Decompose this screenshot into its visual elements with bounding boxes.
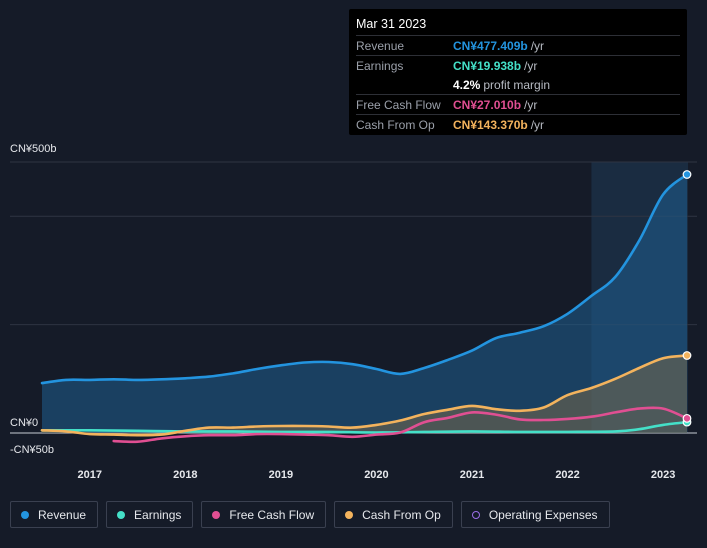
- legend-item-operating-expenses[interactable]: Operating Expenses: [460, 501, 610, 528]
- tooltip-row: Free Cash Flow CN¥27.010b/yr: [356, 94, 680, 114]
- legend-dot-icon: [471, 510, 480, 519]
- x-tick-label: 2020: [364, 469, 388, 481]
- revenue-endpoint: [682, 170, 692, 179]
- x-tick-label: 2023: [651, 469, 675, 481]
- legend-item-earnings[interactable]: Earnings: [106, 501, 194, 528]
- legend-item-cash-from-op[interactable]: Cash From Op: [334, 501, 453, 528]
- legend-dot-icon: [212, 510, 221, 519]
- tooltip-row: Cash From Op CN¥143.370b/yr: [356, 114, 680, 134]
- tooltip-row-key: Earnings: [356, 58, 404, 73]
- tooltip-row-key: Revenue: [356, 38, 405, 53]
- y-tick-label: CN¥500b: [10, 143, 56, 155]
- revenue-area: [42, 174, 687, 433]
- tooltip-row-value: CN¥143.370b: [453, 117, 528, 132]
- legend-label: Earnings: [134, 507, 182, 522]
- tooltip-row: 4.2% profit margin: [356, 75, 680, 94]
- legend-dot-icon: [117, 510, 126, 519]
- x-tick-label: 2021: [460, 469, 484, 481]
- x-tick-label: 2018: [173, 469, 197, 481]
- tooltip-row-key: Cash From Op: [356, 117, 435, 132]
- cash-from-op-area: [42, 355, 687, 436]
- tooltip-row-unit: /yr: [524, 97, 538, 112]
- x-tick-label: 2017: [78, 469, 102, 481]
- tooltip-row-value: 4.2%: [453, 77, 481, 92]
- x-tick-label: 2019: [269, 469, 293, 481]
- legend-label: Revenue: [38, 507, 87, 522]
- tooltip-row-unit: /yr: [530, 38, 545, 53]
- tooltip-row-value: CN¥27.010b: [453, 97, 522, 112]
- legend-item-free-cash-flow[interactable]: Free Cash Flow: [201, 501, 327, 528]
- tooltip-row-key: Free Cash Flow: [356, 97, 441, 112]
- tooltip-row-unit: /yr: [530, 117, 545, 132]
- cash-from-op-line: [40, 354, 689, 437]
- legend-dot-icon: [21, 510, 29, 519]
- free-cash-flow-line: [112, 406, 689, 444]
- legend-dot-icon: [345, 510, 354, 519]
- y-tick-label: -CN¥50b: [10, 444, 54, 456]
- tooltip-row-value: CN¥477.409b: [453, 38, 528, 53]
- tooltip-row: Revenue CN¥477.409b/yr: [356, 35, 680, 55]
- legend-label: Operating Expenses: [488, 507, 598, 522]
- tooltip-row-unit: profit margin: [483, 77, 551, 92]
- y-tick-label: CN¥0: [10, 417, 38, 429]
- tooltip-row: Earnings CN¥19.938b/yr: [356, 55, 680, 75]
- tooltip-row-value: CN¥19.938b: [453, 58, 522, 73]
- tooltip-row-unit: /yr: [524, 58, 538, 73]
- legend-label: Cash From Op: [362, 507, 441, 522]
- chart-legend: Revenue Earnings Free Cash Flow Cash From O…: [10, 501, 610, 528]
- free-cash-flow-endpoint: [682, 413, 692, 423]
- legend-item-revenue[interactable]: Revenue: [10, 501, 99, 528]
- revenue-line: [40, 173, 689, 385]
- cash-from-op-endpoint: [682, 351, 692, 360]
- x-tick-label: 2022: [555, 469, 579, 481]
- tooltip-date: Mar 31 2023: [356, 17, 427, 31]
- data-tooltip: Mar 31 2023 Revenue CN¥477.409b/yr Earning…: [349, 9, 687, 135]
- legend-label: Free Cash Flow: [229, 507, 315, 522]
